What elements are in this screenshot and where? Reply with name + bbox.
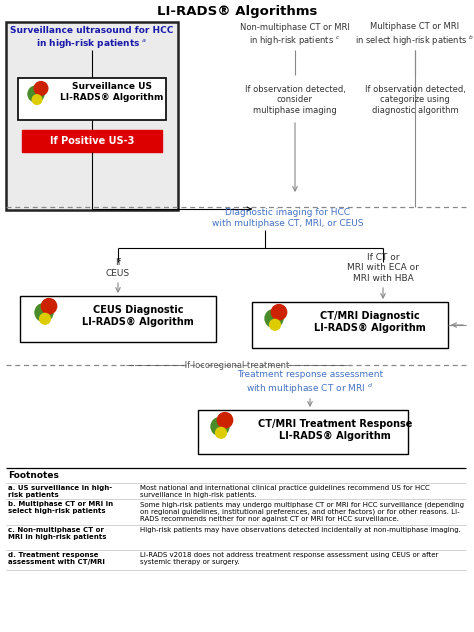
Circle shape	[271, 305, 287, 320]
Circle shape	[216, 427, 227, 438]
Circle shape	[211, 418, 229, 435]
Text: CT/MRI Treatment Response
LI-RADS® Algorithm: CT/MRI Treatment Response LI-RADS® Algor…	[258, 419, 412, 441]
Circle shape	[34, 82, 48, 95]
Text: ———————If locoregional treatment———————: ———————If locoregional treatment———————	[126, 360, 348, 370]
Circle shape	[265, 310, 283, 327]
Bar	[18, 78, 166, 120]
Text: If observation detected,
consider
multiphase imaging: If observation detected, consider multip…	[245, 85, 346, 115]
Text: Surveillance US
LI-RADS® Algorithm: Surveillance US LI-RADS® Algorithm	[60, 82, 164, 102]
Circle shape	[32, 95, 42, 104]
Bar	[20, 296, 216, 342]
Text: High-risk patients may have observations detected incidentally at non-multiphase: High-risk patients may have observations…	[140, 527, 461, 533]
Text: Multiphase CT or MRI
in select high-risk patients $^b$: Multiphase CT or MRI in select high-risk…	[356, 22, 474, 48]
Text: d. Treatment response
assessment with CT/MRI: d. Treatment response assessment with CT…	[8, 552, 105, 565]
Bar	[6, 22, 178, 210]
Bar	[22, 130, 162, 152]
Bar	[252, 302, 448, 348]
Text: If observation detected,
categorize using
diagnostic algorithm: If observation detected, categorize usin…	[365, 85, 465, 115]
Text: If CT or
MRI with ECA or
MRI with HBA: If CT or MRI with ECA or MRI with HBA	[347, 253, 419, 283]
Circle shape	[270, 319, 281, 330]
Bar	[198, 410, 408, 454]
Text: LI-RADS® Algorithms: LI-RADS® Algorithms	[157, 6, 317, 18]
Text: b. Multiphase CT or MRI in
select high-risk patients: b. Multiphase CT or MRI in select high-r…	[8, 501, 113, 514]
Text: If
CEUS: If CEUS	[106, 258, 130, 277]
Circle shape	[35, 303, 53, 322]
Circle shape	[41, 298, 57, 314]
Text: LI-RADS v2018 does not address treatment response assessment using CEUS or after: LI-RADS v2018 does not address treatment…	[140, 552, 438, 565]
Text: Treatment response assessment
with multiphase CT or MRI $^d$: Treatment response assessment with multi…	[237, 370, 383, 396]
Circle shape	[28, 86, 44, 102]
Text: c. Non-multiphase CT or
MRI in high-risk patients: c. Non-multiphase CT or MRI in high-risk…	[8, 527, 107, 540]
Text: Footnotes: Footnotes	[8, 471, 59, 480]
Text: Surveillance ultrasound for HCC
in high-risk patients $^a$: Surveillance ultrasound for HCC in high-…	[10, 26, 173, 50]
Text: Diagnostic imaging for HCC
with multiphase CT, MRI, or CEUS: Diagnostic imaging for HCC with multipha…	[212, 209, 364, 228]
Circle shape	[218, 413, 233, 428]
Text: a. US surveillance in high-
risk patients: a. US surveillance in high- risk patient…	[8, 485, 112, 498]
Text: Most national and international clinical practice guidelines recommend US for HC: Most national and international clinical…	[140, 485, 430, 498]
Text: Non-multiphase CT or MRI
in high-risk patients $^c$: Non-multiphase CT or MRI in high-risk pa…	[240, 23, 350, 47]
Text: CEUS Diagnostic
LI-RADS® Algorithm: CEUS Diagnostic LI-RADS® Algorithm	[82, 305, 194, 327]
Text: CT/MRI Diagnostic
LI-RADS® Algorithm: CT/MRI Diagnostic LI-RADS® Algorithm	[314, 311, 426, 333]
Circle shape	[40, 313, 50, 324]
Text: If Positive US-3: If Positive US-3	[50, 136, 134, 146]
Text: Some high-risk patients may undergo multiphase CT or MRI for HCC surveillance (d: Some high-risk patients may undergo mult…	[140, 501, 464, 522]
